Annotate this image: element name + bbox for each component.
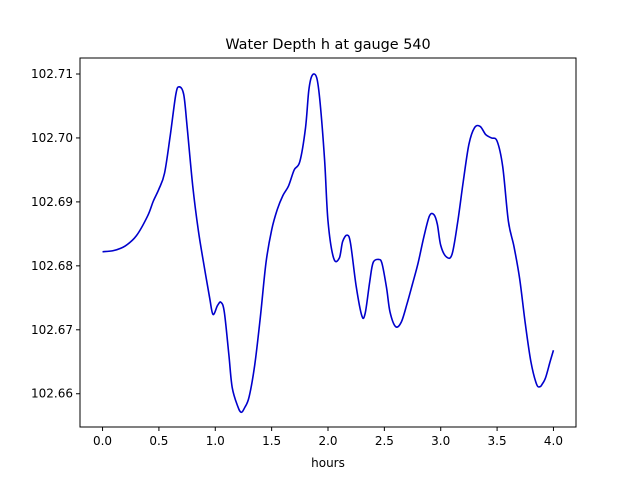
x-tick-label: 3.0 bbox=[431, 434, 450, 448]
x-tick-label: 1.0 bbox=[206, 434, 225, 448]
y-tick-label: 102.70 bbox=[31, 131, 73, 145]
x-tick-label: 0.0 bbox=[93, 434, 112, 448]
x-tick-label: 3.5 bbox=[488, 434, 507, 448]
y-tick-label: 102.69 bbox=[31, 195, 73, 209]
series-line bbox=[102, 73, 555, 414]
y-tick-label: 102.71 bbox=[31, 67, 73, 81]
x-axis-label: hours bbox=[311, 456, 345, 470]
x-tick-label: 2.5 bbox=[375, 434, 394, 448]
x-tick-label: 4.0 bbox=[544, 434, 563, 448]
x-tick-label: 1.5 bbox=[262, 434, 281, 448]
y-tick-label: 102.66 bbox=[31, 387, 73, 401]
x-tick-label: 0.5 bbox=[149, 434, 168, 448]
y-tick-label: 102.68 bbox=[31, 259, 73, 273]
y-tick-label: 102.67 bbox=[31, 323, 73, 337]
chart-title: Water Depth h at gauge 540 bbox=[225, 37, 430, 53]
y-axis: 102.66 102.67 102.68 102.69 102.70 102.71 bbox=[31, 67, 80, 401]
x-tick-label: 2.0 bbox=[318, 434, 337, 448]
x-axis: 0.0 0.5 1.0 1.5 2.0 2.5 3.0 3.5 4.0 bbox=[93, 427, 563, 448]
